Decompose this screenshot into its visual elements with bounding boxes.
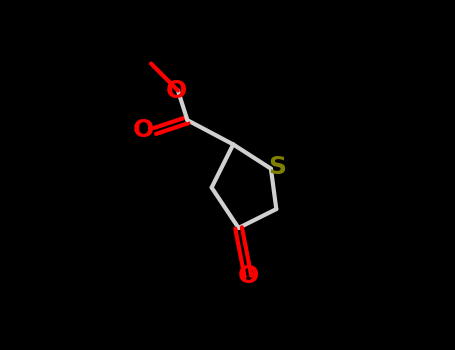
Text: S: S	[268, 155, 287, 179]
Text: O: O	[238, 265, 258, 288]
Text: O: O	[132, 118, 153, 142]
Text: O: O	[166, 78, 187, 103]
